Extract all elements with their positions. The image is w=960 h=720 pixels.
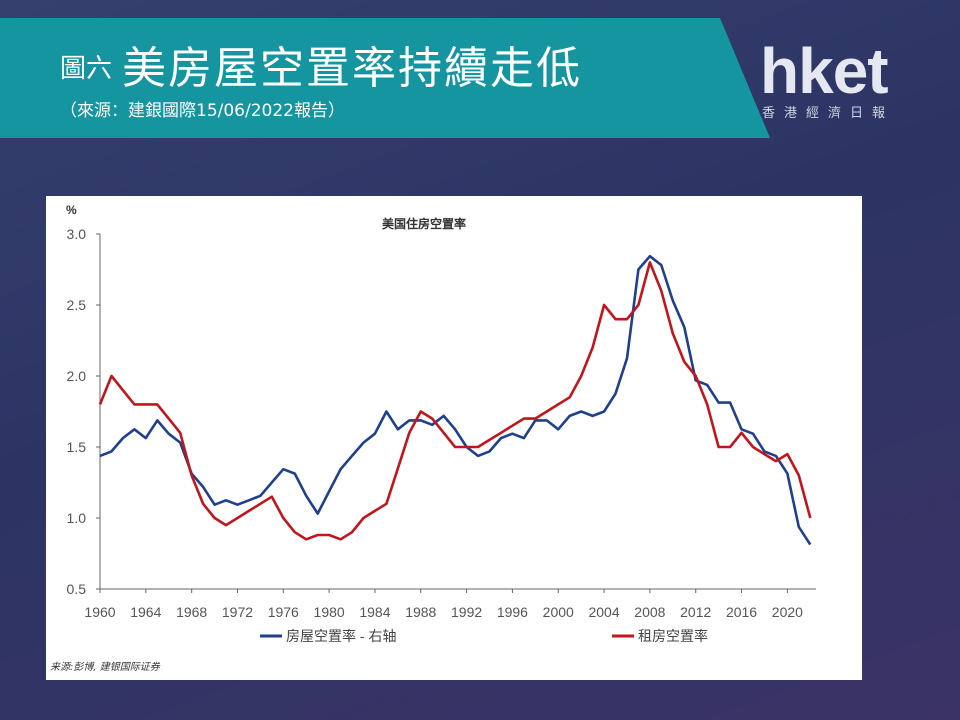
left-tick-label: 3.0	[67, 226, 87, 242]
chart-source: 来源:彭博, 建银国际证券	[50, 662, 160, 673]
chart-title: 美国住房空置率	[382, 216, 466, 231]
legend-label-1: 房屋空置率 - 右轴	[286, 628, 396, 644]
x-tick-label: 1976	[268, 604, 299, 620]
series-line-2	[98, 261, 812, 541]
series-line-1	[99, 254, 812, 546]
title-text: 美房屋空置率持續走低	[122, 43, 583, 94]
left-tick-label: 2.5	[67, 297, 87, 313]
x-tick-label: 2008	[634, 604, 665, 620]
left-tick-label: 2.0	[67, 368, 87, 384]
page-title: 圖六 美房屋空置率持續走低	[60, 32, 582, 96]
hket-logo: hket 香港經濟日報	[760, 34, 940, 124]
logo-text: hket	[760, 35, 889, 107]
x-tick-label: 1988	[405, 604, 436, 620]
vacancy-rate-chart: 美国住房空置率%%0.51.01.52.02.53.04.05.06.07.08…	[66, 203, 816, 644]
x-tick-label: 1960	[84, 604, 115, 620]
x-tick-label: 1972	[222, 604, 253, 620]
logo-subtitle: 香港經濟日報	[762, 106, 895, 121]
x-tick-label: 1992	[451, 604, 482, 620]
figure-number: 圖六	[60, 54, 113, 84]
x-tick-label: 1968	[176, 604, 207, 620]
left-tick-label: 0.5	[67, 581, 87, 597]
x-tick-label: 1984	[359, 604, 390, 620]
x-tick-label: 2020	[772, 604, 803, 620]
x-tick-label: 2004	[588, 604, 619, 620]
x-tick-label: 2016	[726, 604, 757, 620]
left-tick-label: 1.0	[67, 510, 87, 526]
chart-panel: 美国住房空置率%%0.51.01.52.02.53.04.05.06.07.08…	[46, 196, 862, 680]
x-tick-label: 2012	[680, 604, 711, 620]
legend-label-2: 租房空置率	[638, 628, 708, 644]
left-tick-label: 1.5	[67, 439, 87, 455]
x-tick-label: 1964	[130, 604, 161, 620]
left-axis-label: %	[66, 203, 77, 217]
x-tick-label: 1996	[497, 604, 528, 620]
x-tick-label: 1980	[314, 604, 345, 620]
title-banner	[0, 18, 770, 138]
page-subtitle: （來源：建銀國際15/06/2022報告）	[60, 101, 345, 121]
x-tick-label: 2000	[543, 604, 574, 620]
